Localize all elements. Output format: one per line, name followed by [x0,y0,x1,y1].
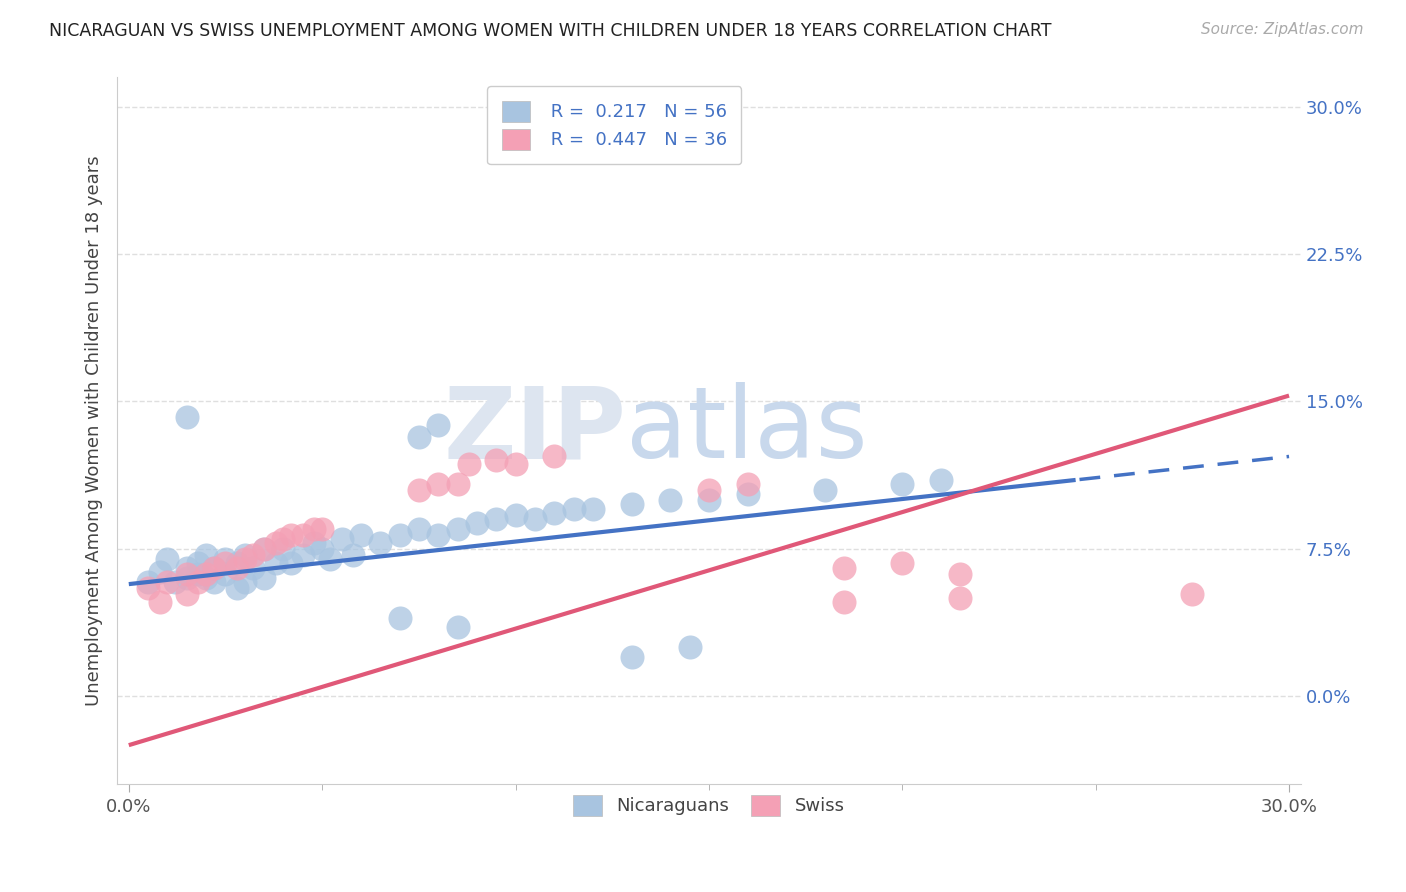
Point [1181,587,1204,601]
Point [176,410,198,425]
Point [226,561,249,575]
Point [149,566,172,580]
Point [427,528,450,542]
Point [195,567,218,582]
Point [136,581,159,595]
Point [814,483,837,497]
Text: ZIP: ZIP [443,383,626,479]
Point [929,473,952,487]
Point [253,541,276,556]
Point [949,591,972,605]
Point [187,556,209,570]
Point [891,556,914,570]
Point [446,522,468,536]
Point [264,536,287,550]
Point [226,581,249,595]
Point [202,575,225,590]
Point [273,532,295,546]
Point [582,502,605,516]
Point [832,595,855,609]
Point [620,649,643,664]
Point [253,571,276,585]
Point [485,512,508,526]
Point [195,548,218,562]
Point [202,561,225,575]
Point [187,575,209,590]
Point [187,567,209,582]
Point [697,492,720,507]
Legend: Nicaraguans, Swiss: Nicaraguans, Swiss [564,786,853,825]
Point [458,458,481,472]
Point [543,450,565,464]
Point [176,571,198,585]
Point [446,477,468,491]
Point [427,477,450,491]
Point [149,595,172,609]
Point [304,536,326,550]
Point [408,522,430,536]
Point [176,561,198,575]
Point [176,567,198,582]
Point [233,548,256,562]
Point [891,477,914,491]
Point [949,567,972,582]
Point [253,541,276,556]
Point [156,551,179,566]
Point [273,541,295,556]
Point [659,492,682,507]
Point [280,528,302,542]
Point [280,556,302,570]
Point [202,561,225,575]
Text: NICARAGUAN VS SWISS UNEMPLOYMENT AMONG WOMEN WITH CHILDREN UNDER 18 YEARS CORREL: NICARAGUAN VS SWISS UNEMPLOYMENT AMONG W… [49,22,1052,40]
Point [233,575,256,590]
Point [214,556,236,570]
Point [342,548,364,562]
Point [697,483,720,497]
Point [330,532,353,546]
Point [388,528,411,542]
Point [408,430,430,444]
Point [242,561,264,575]
Point [242,548,264,562]
Point [156,575,179,590]
Point [465,516,488,531]
Point [737,477,759,491]
Point [350,528,373,542]
Point [620,497,643,511]
Point [264,556,287,570]
Point [505,508,527,523]
Point [319,551,342,566]
Point [311,522,333,536]
Point [485,453,508,467]
Point [214,551,236,566]
Point [737,487,759,501]
Point [408,483,430,497]
Point [311,541,333,556]
Point [368,536,391,550]
Text: Source: ZipAtlas.com: Source: ZipAtlas.com [1201,22,1364,37]
Point [176,587,198,601]
Point [291,528,314,542]
Point [427,418,450,433]
Point [291,548,314,562]
Point [523,512,546,526]
Point [226,556,249,570]
Text: atlas: atlas [626,383,868,479]
Point [678,640,700,654]
Point [304,522,326,536]
Point [195,571,218,585]
Point [214,567,236,582]
Point [562,502,585,516]
Point [165,575,187,590]
Y-axis label: Unemployment Among Women with Children Under 18 years: Unemployment Among Women with Children U… [86,155,103,706]
Point [505,458,527,472]
Point [543,507,565,521]
Point [832,561,855,575]
Point [446,620,468,634]
Point [388,610,411,624]
Point [136,575,159,590]
Point [233,551,256,566]
